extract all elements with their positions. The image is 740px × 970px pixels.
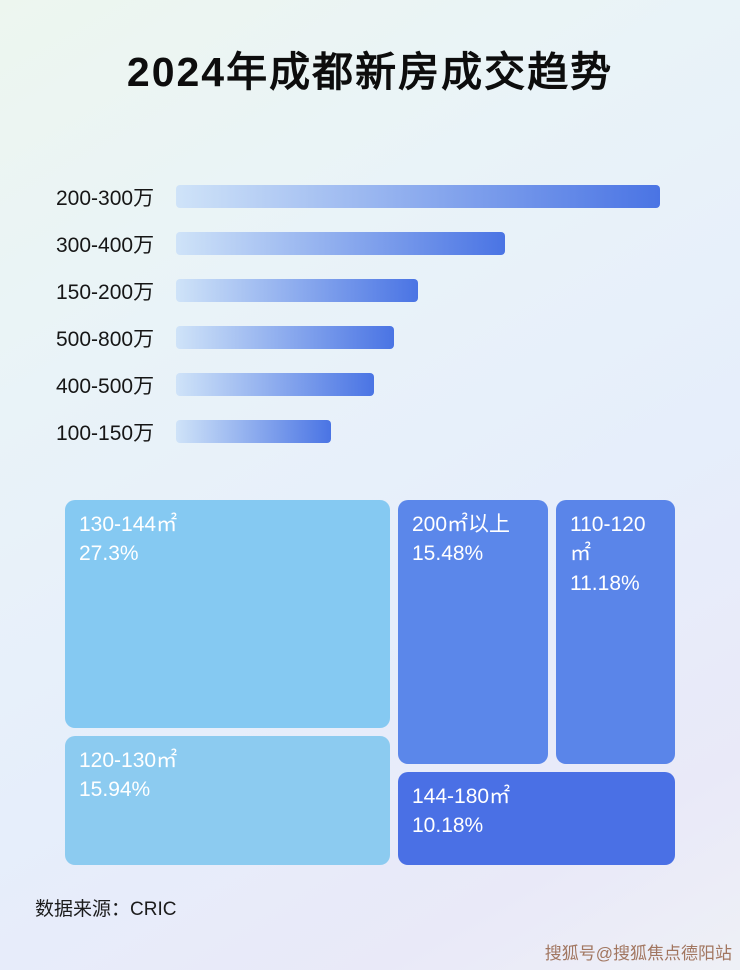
treemap-block-label: 110-120㎡	[570, 513, 646, 566]
bar-row: 100-150万	[56, 408, 660, 455]
treemap-block-label: 200㎡以上	[412, 513, 511, 536]
treemap-block-percent: 15.94%	[79, 778, 151, 802]
bar-category-label: 300-400万	[56, 233, 155, 257]
treemap-block-percent: 11.18%	[570, 571, 640, 595]
page-title: 2024年成都新房成交趋势	[126, 49, 614, 95]
bar-track	[176, 185, 660, 208]
price-bar-fill	[176, 232, 506, 255]
bar-row: 150-200万	[56, 267, 660, 314]
bar-category-label: 200-300万	[56, 186, 155, 210]
price-bar-fill	[176, 185, 660, 208]
treemap-block: 120-130㎡ 15.94%	[65, 736, 390, 865]
treemap-block-percent: 27.3%	[79, 542, 139, 566]
bar-track	[176, 326, 660, 349]
bar-row: 400-500万	[56, 361, 660, 408]
bar-category-label: 100-150万	[56, 421, 155, 445]
bar-row: 200-300万	[56, 173, 660, 220]
area-treemap: 130-144㎡ 27.3% 120-130㎡ 15.94% 200㎡以上 15…	[65, 500, 675, 865]
price-bar-fill	[176, 279, 418, 302]
bar-category-label: 400-500万	[56, 374, 155, 398]
bar-category-label: 150-200万	[56, 280, 155, 304]
treemap-block-percent: 15.48%	[412, 542, 484, 566]
treemap-block: 110-120㎡ 11.18%	[556, 500, 675, 764]
treemap-block: 144-180㎡ 10.18%	[398, 772, 675, 865]
price-bar-fill	[176, 326, 394, 349]
treemap-block-percent: 10.18%	[412, 814, 484, 838]
bar-track	[176, 232, 660, 255]
treemap-block: 200㎡以上 15.48%	[398, 500, 548, 764]
price-bar-fill	[176, 420, 331, 443]
bar-row: 500-800万	[56, 314, 660, 361]
data-source-note: 数据来源：CRIC	[35, 899, 177, 920]
bar-row: 300-400万	[56, 220, 660, 267]
bar-track	[176, 420, 660, 443]
treemap-block-label: 120-130㎡	[79, 749, 178, 772]
bar-track	[176, 279, 660, 302]
treemap-block-label: 144-180㎡	[412, 785, 511, 808]
bar-track	[176, 373, 660, 396]
treemap-block-label: 130-144㎡	[79, 513, 178, 536]
price-bar-fill	[176, 373, 375, 396]
price-bar-chart: 200-300万 300-400万 150-200万 500-800万 400-…	[56, 173, 660, 455]
bar-category-label: 500-800万	[56, 327, 155, 351]
watermark-text: 搜狐号@搜狐焦点德阳站	[544, 944, 732, 963]
treemap-block: 130-144㎡ 27.3%	[65, 500, 390, 728]
